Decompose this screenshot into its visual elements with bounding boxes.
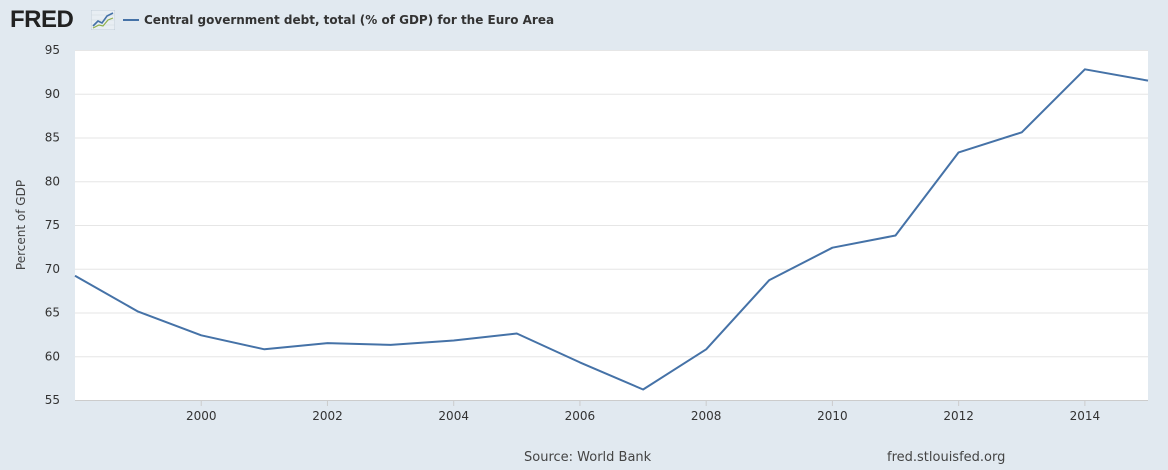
- data-point-2009[interactable]: [763, 274, 775, 286]
- x-tick-label-2014: 2014: [1070, 409, 1101, 423]
- x-tick-label-2008: 2008: [691, 409, 722, 423]
- data-point-2006[interactable]: [574, 356, 586, 368]
- data-point-2000[interactable]: [195, 329, 207, 341]
- y-tick-label-60: 60: [45, 349, 60, 363]
- data-point-1998[interactable]: [69, 270, 81, 282]
- x-tick-label-2010: 2010: [817, 409, 848, 423]
- x-tick-label-2000: 2000: [186, 409, 217, 423]
- y-tick-label-90: 90: [45, 87, 60, 101]
- x-tick-label-2004: 2004: [438, 409, 469, 423]
- series-line: [74, 68, 1149, 391]
- legend-swatch: [123, 19, 139, 21]
- data-point-2013[interactable]: [1016, 126, 1028, 138]
- legend-label: Central government debt, total (% of GDP…: [144, 13, 555, 27]
- y-tick-label-70: 70: [45, 262, 60, 276]
- data-point-2007[interactable]: [637, 384, 649, 396]
- y-tick-label-65: 65: [45, 306, 60, 320]
- chart-header: FRED Central government debt, total (% o…: [0, 0, 1168, 40]
- x-tick-label-2006: 2006: [565, 409, 596, 423]
- data-point-2012[interactable]: [953, 146, 965, 158]
- data-point-2001[interactable]: [258, 343, 270, 355]
- data-point-2002[interactable]: [322, 337, 334, 349]
- data-point-2008[interactable]: [700, 343, 712, 355]
- data-point-2010[interactable]: [826, 242, 838, 254]
- data-point-2015[interactable]: [1142, 75, 1154, 87]
- data-point-2014[interactable]: [1079, 63, 1091, 75]
- y-tick-label-55: 55: [45, 393, 60, 407]
- data-point-1999[interactable]: [132, 306, 144, 318]
- data-point-2011[interactable]: [890, 230, 902, 242]
- x-axis-tick-labels: 2000 2002 2004 2006 2008 2010 2012 2014: [186, 409, 1100, 423]
- fred-logo[interactable]: FRED: [10, 6, 74, 33]
- y-tick-label-85: 85: [45, 131, 60, 145]
- grid-lines: [75, 50, 1148, 358]
- data-point-2004[interactable]: [448, 335, 460, 347]
- x-tick-label-2012: 2012: [943, 409, 974, 423]
- data-point-2003[interactable]: [385, 339, 397, 351]
- source-note: Source: World Bank: [524, 450, 652, 465]
- y-tick-label-80: 80: [45, 174, 60, 188]
- y-axis-tick-labels: 55 60 65 70 75 80 85 90 95: [45, 43, 60, 407]
- legend[interactable]: Central government debt, total (% of GDP…: [123, 12, 554, 28]
- x-tick-label-2002: 2002: [312, 409, 343, 423]
- y-tick-label-95: 95: [45, 43, 60, 57]
- site-link[interactable]: fred.stlouisfed.org: [887, 450, 1006, 465]
- data-point-2005[interactable]: [511, 328, 523, 340]
- fred-logo-graph-icon: [91, 10, 115, 30]
- y-axis-label: Percent of GDP: [14, 180, 28, 270]
- y-tick-label-75: 75: [45, 218, 60, 232]
